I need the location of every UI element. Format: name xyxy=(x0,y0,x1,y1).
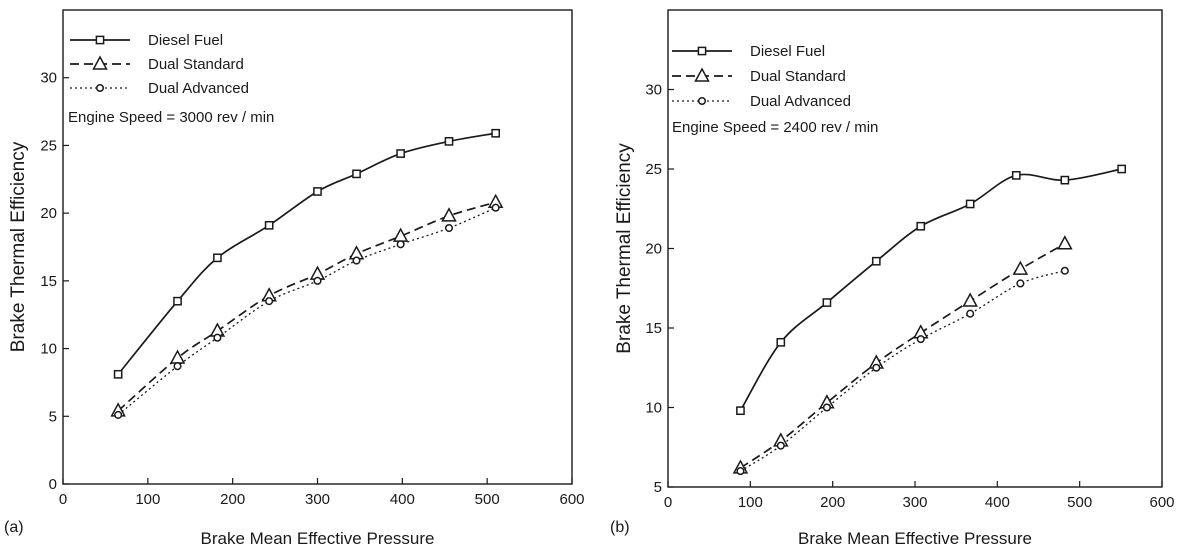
y-tick-label: 25 xyxy=(645,161,662,178)
y-tick-label: 5 xyxy=(654,479,662,496)
legend-label: Dual Standard xyxy=(750,68,846,85)
square-marker xyxy=(736,406,745,416)
circle-marker xyxy=(114,410,123,419)
engine-speed-annotation: Engine Speed = 3000 rev / min xyxy=(68,109,274,126)
panel-label: (a) xyxy=(4,519,24,536)
legend-label: Dual Standard xyxy=(148,56,244,73)
circle-marker xyxy=(491,203,500,212)
square-marker xyxy=(396,149,405,158)
chart-0: 0 100 200 300 400 500 600 0 5 10 15 20 25 30 Brake The… xyxy=(4,9,585,548)
legend-label: Dual Advanced xyxy=(148,80,249,97)
square-marker xyxy=(444,137,454,146)
y-tick-label: 5 xyxy=(49,408,57,425)
square-marker xyxy=(173,296,182,306)
circle-marker xyxy=(822,403,831,412)
legend-marker xyxy=(697,46,707,56)
triangle-marker xyxy=(1012,260,1029,275)
legend-marker xyxy=(92,55,108,70)
x-tick-label: 0 xyxy=(664,494,672,511)
square-marker xyxy=(776,337,786,347)
legend-marker xyxy=(95,35,105,45)
square-marker xyxy=(871,256,881,266)
x-tick-label: 200 xyxy=(820,494,845,511)
legend-label: Dual Advanced xyxy=(750,93,851,110)
series-line xyxy=(740,270,1066,472)
x-tick-label: 100 xyxy=(135,491,160,508)
y-tick-label: 0 xyxy=(49,476,57,493)
circle-marker xyxy=(265,297,274,306)
series-line xyxy=(739,168,1122,412)
x-tick-label: 200 xyxy=(220,491,245,508)
x-tick-label: 400 xyxy=(985,494,1010,511)
y-axis-label: Brake Thermal Efficiency xyxy=(614,143,635,354)
square-marker xyxy=(965,199,975,209)
circle-marker xyxy=(872,363,881,372)
square-marker xyxy=(1060,175,1070,185)
series-line xyxy=(117,132,496,375)
series-line xyxy=(117,201,496,412)
x-tick-label: 100 xyxy=(738,494,763,511)
circle-marker xyxy=(173,362,182,371)
square-marker xyxy=(313,187,322,196)
chart-1: 0 100 200 300 400 500 600 5 10 15 20 25 30 Brake Ther… xyxy=(610,9,1175,548)
x-tick-label: 0 xyxy=(59,491,67,508)
circle-marker xyxy=(966,309,975,318)
series-line xyxy=(117,207,496,416)
series-line xyxy=(739,242,1066,469)
circle-marker xyxy=(1016,279,1025,288)
legend-label: Diesel Fuel xyxy=(148,32,223,49)
circle-marker xyxy=(1060,266,1069,275)
plot-frame xyxy=(667,9,1163,488)
square-marker xyxy=(1117,164,1127,174)
square-marker xyxy=(213,253,222,263)
circle-marker xyxy=(352,256,361,265)
y-tick-label: 15 xyxy=(645,320,662,337)
circle-marker xyxy=(396,240,405,249)
circle-marker xyxy=(444,223,454,233)
y-tick-label: 15 xyxy=(40,273,57,290)
triangle-marker xyxy=(441,207,457,222)
x-axis-label: Brake Mean Effective Pressure xyxy=(798,529,1032,548)
square-marker xyxy=(113,369,123,379)
square-marker xyxy=(264,220,274,230)
y-tick-label: 25 xyxy=(40,137,57,154)
x-tick-label: 500 xyxy=(475,491,500,508)
panel-label: (b) xyxy=(610,519,630,536)
circle-marker xyxy=(776,441,785,450)
circle-marker xyxy=(313,276,322,285)
legend-marker xyxy=(95,83,105,93)
plot-frame xyxy=(62,9,573,485)
x-tick-label: 500 xyxy=(1067,494,1092,511)
y-tick-label: 10 xyxy=(40,341,57,358)
square-marker xyxy=(916,221,926,231)
x-tick-label: 600 xyxy=(1149,494,1174,511)
triangle-marker xyxy=(169,349,186,364)
x-tick-label: 300 xyxy=(305,491,330,508)
y-tick-label: 30 xyxy=(40,70,57,87)
square-marker xyxy=(352,169,361,179)
y-tick-label: 10 xyxy=(645,400,662,417)
triangle-marker xyxy=(1057,235,1073,250)
circle-marker xyxy=(916,335,925,344)
y-tick-label: 20 xyxy=(645,241,662,258)
triangle-marker xyxy=(962,292,978,307)
x-tick-label: 400 xyxy=(390,491,415,508)
legend-marker xyxy=(694,67,710,82)
legend-marker xyxy=(697,96,707,106)
engine-speed-annotation: Engine Speed = 2400 rev / min xyxy=(672,119,878,136)
y-tick-label: 20 xyxy=(40,205,57,222)
circle-marker xyxy=(736,467,745,476)
y-axis-label: Brake Thermal Efficiency xyxy=(8,141,29,352)
x-tick-label: 300 xyxy=(902,494,927,511)
square-marker xyxy=(491,128,500,138)
square-marker xyxy=(1011,171,1021,180)
legend-label: Diesel Fuel xyxy=(750,43,825,60)
square-marker xyxy=(822,298,832,307)
x-tick-label: 600 xyxy=(559,491,584,508)
y-tick-label: 30 xyxy=(645,82,662,99)
x-axis-label: Brake Mean Effective Pressure xyxy=(200,529,434,548)
circle-marker xyxy=(213,333,222,342)
